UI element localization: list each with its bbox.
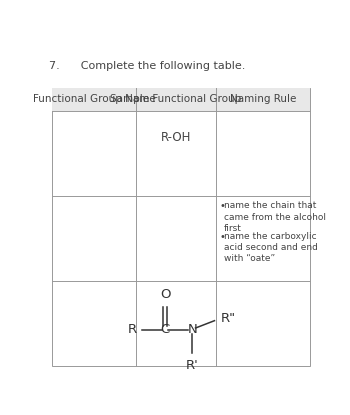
- Text: name the chain that
came from the alcohol
first: name the chain that came from the alcoho…: [224, 201, 326, 233]
- Text: name the carboxylic
acid second and end
with “oate”: name the carboxylic acid second and end …: [224, 232, 318, 264]
- Text: R-OH: R-OH: [161, 131, 191, 144]
- Bar: [52, 88, 309, 366]
- Bar: [52, 88, 309, 110]
- Text: •: •: [219, 201, 225, 212]
- Text: R': R': [186, 359, 199, 372]
- Text: R": R": [221, 312, 236, 325]
- Text: R: R: [127, 323, 136, 337]
- Text: •: •: [219, 232, 225, 242]
- Text: N: N: [187, 323, 197, 337]
- Text: C: C: [161, 323, 170, 337]
- Text: Sample Functional Group: Sample Functional Group: [110, 94, 241, 104]
- Text: Naming Rule: Naming Rule: [230, 94, 296, 104]
- Text: O: O: [160, 288, 170, 301]
- Text: Functional Group Name: Functional Group Name: [33, 94, 155, 104]
- Text: 7.      Complete the following table.: 7. Complete the following table.: [49, 61, 246, 71]
